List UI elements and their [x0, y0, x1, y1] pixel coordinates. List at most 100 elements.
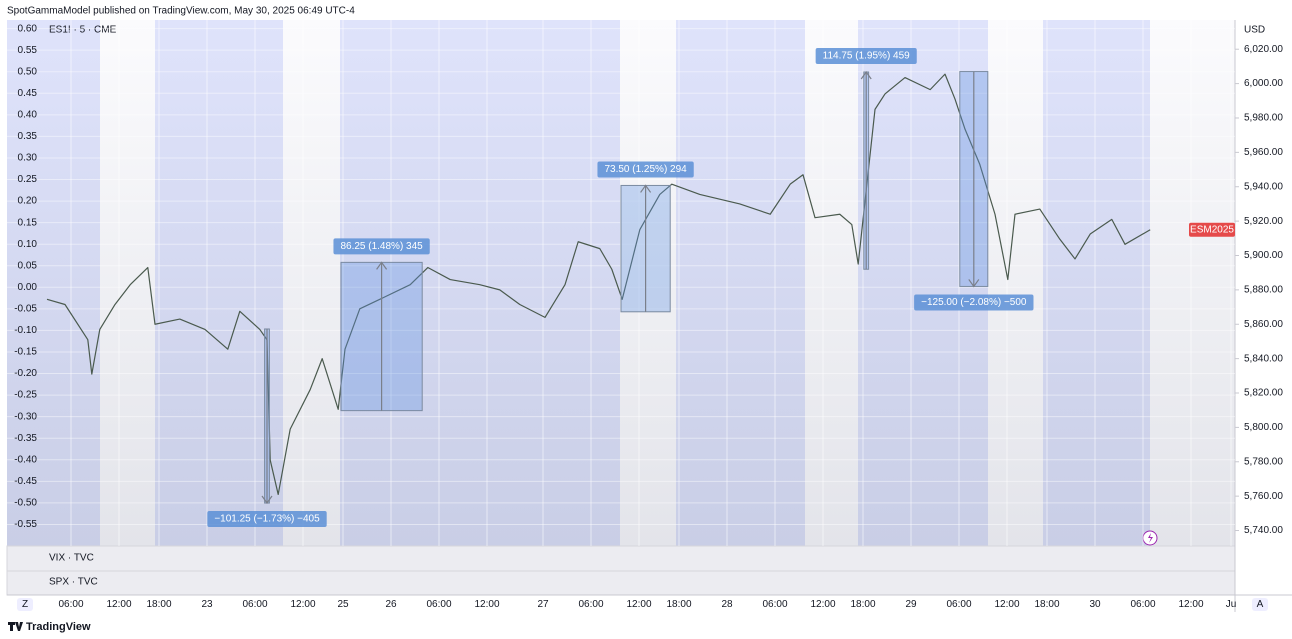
- x-tick-label: 23: [201, 599, 213, 610]
- y-tick-label: -0.10: [14, 325, 37, 336]
- y-tick-label: 0.55: [18, 45, 38, 56]
- y2-tick-label: 6,000.00: [1244, 78, 1283, 89]
- y-tick-label: -0.20: [14, 368, 37, 379]
- x-tick-label: 06:00: [242, 599, 267, 610]
- y-tick-label: 0.20: [18, 196, 38, 207]
- y-tick-label: 0.50: [18, 66, 38, 77]
- y2-tick-label: 5,900.00: [1244, 250, 1283, 261]
- x-tick-label: 18:00: [1034, 599, 1059, 610]
- measure-label: −125.00 (−2.08%) −500: [914, 294, 1034, 311]
- y2-tick-label: 5,760.00: [1244, 491, 1283, 502]
- x-tick-label: 27: [537, 599, 549, 610]
- tag-label: ESM2025: [1190, 224, 1234, 235]
- label-box: [207, 511, 327, 528]
- button[interactable]: [1252, 598, 1268, 611]
- label-box: [815, 47, 917, 64]
- tag-box: [1189, 222, 1235, 237]
- x-tick-label: 18:00: [850, 599, 875, 610]
- x-tick-label: 18:00: [666, 599, 691, 610]
- pane-label: VIX · TVC: [49, 553, 94, 564]
- y2-tick-label: 5,940.00: [1244, 181, 1283, 192]
- y-tick-label: -0.55: [14, 519, 37, 530]
- vix-pane: [6, 545, 1236, 572]
- label-box: [597, 161, 694, 178]
- y-tick-label: -0.15: [14, 347, 37, 358]
- y-tick-label: -0.25: [14, 390, 37, 401]
- x-tick-label: 12:00: [994, 599, 1019, 610]
- x-tick-label: 12:00: [474, 599, 499, 610]
- y2-tick-label: 6,020.00: [1244, 44, 1283, 55]
- x-tick-label: 06:00: [578, 599, 603, 610]
- y2-tick-label: 5,820.00: [1244, 388, 1283, 399]
- y-tick-label: 0.05: [18, 260, 38, 271]
- measure-label: 73.50 (1.25%) 294: [597, 161, 694, 178]
- y-tick-label: -0.50: [14, 498, 37, 509]
- label-text: −125.00 (−2.08%) −500: [921, 297, 1027, 308]
- y2-tick-label: 5,960.00: [1244, 147, 1283, 158]
- y-tick-label: 0.00: [18, 282, 38, 293]
- y-tick-label: -0.05: [14, 304, 37, 315]
- label-text: 86.25 (1.48%) 345: [340, 241, 423, 252]
- y2-tick-label: 5,880.00: [1244, 285, 1283, 296]
- logo: [8, 622, 23, 631]
- x-tick-label: 12:00: [106, 599, 131, 610]
- y-tick-label: 0.40: [18, 109, 38, 120]
- label-text: 114.75 (1.95%) 459: [823, 51, 911, 62]
- y2-tick-label: 5,860.00: [1244, 319, 1283, 330]
- alert-icon: [1148, 533, 1153, 543]
- symbol-tag: ESM2025: [1189, 222, 1235, 237]
- y-tick-label: 0.30: [18, 153, 38, 164]
- y2-tick-label: 5,780.00: [1244, 456, 1283, 467]
- x-tick-label: 06:00: [946, 599, 971, 610]
- y-tick-label: -0.35: [14, 433, 37, 444]
- x-tick-label: 26: [385, 599, 397, 610]
- x-tick-label: 12:00: [290, 599, 315, 610]
- x-tick-label: Ju: [1226, 599, 1237, 610]
- currency: USD: [1244, 25, 1265, 36]
- y-tick-label: -0.45: [14, 476, 37, 487]
- x-tick-label: 06:00: [58, 599, 83, 610]
- y-tick-label: 0.25: [18, 174, 38, 185]
- label-text: −101.25 (−1.73%) −405: [214, 514, 320, 525]
- x-tick-label: 28: [721, 599, 733, 610]
- x-tick-label: 25: [337, 599, 349, 610]
- arrow-head: [261, 495, 273, 505]
- x-tick-label: 29: [905, 599, 917, 610]
- x-tick-label: 30: [1089, 599, 1101, 610]
- x-tick-label: 12:00: [626, 599, 651, 610]
- y-tick-label: -0.40: [14, 454, 37, 465]
- arrow-head: [640, 184, 652, 193]
- button-label[interactable]: A: [1257, 599, 1264, 610]
- session-bands: [7, 20, 1235, 546]
- measure-label: −101.25 (−1.73%) −405: [207, 511, 327, 528]
- label-box: [333, 238, 430, 255]
- y-tick-label: 0.60: [18, 23, 38, 34]
- y2-tick-label: 5,800.00: [1244, 422, 1283, 433]
- measure-label: 86.25 (1.48%) 345: [333, 238, 430, 255]
- y2-tick-label: 5,980.00: [1244, 113, 1283, 124]
- button-label[interactable]: Z: [22, 599, 28, 610]
- x-tick-label: 12:00: [810, 599, 835, 610]
- y2-tick-label: 5,840.00: [1244, 353, 1283, 364]
- x-tick-label: 06:00: [1130, 599, 1155, 610]
- y-tick-label: 0.45: [18, 88, 38, 99]
- spx-pane: [6, 570, 1236, 596]
- header: SpotGammaModel published on TradingView.…: [7, 6, 355, 17]
- symbol-label: ES1! · 5 · CME: [49, 25, 117, 36]
- button[interactable]: [17, 598, 33, 611]
- price-line: [46, 73, 1151, 496]
- measure-label: 114.75 (1.95%) 459: [815, 47, 917, 64]
- x-tick-label: 06:00: [762, 599, 787, 610]
- pane-label: SPX · TVC: [49, 577, 98, 588]
- x-tick-label: 06:00: [426, 599, 451, 610]
- label-text: 73.50 (1.25%) 294: [604, 164, 687, 175]
- arrow-head: [968, 279, 980, 288]
- x-tick-label: 18:00: [146, 599, 171, 610]
- y-tick-label: 0.35: [18, 131, 38, 142]
- brand: TradingView: [26, 621, 91, 633]
- y2-tick-label: 5,740.00: [1244, 525, 1283, 536]
- y2-tick-label: 5,920.00: [1244, 216, 1283, 227]
- arrow-head: [860, 70, 872, 80]
- label-box: [914, 294, 1034, 311]
